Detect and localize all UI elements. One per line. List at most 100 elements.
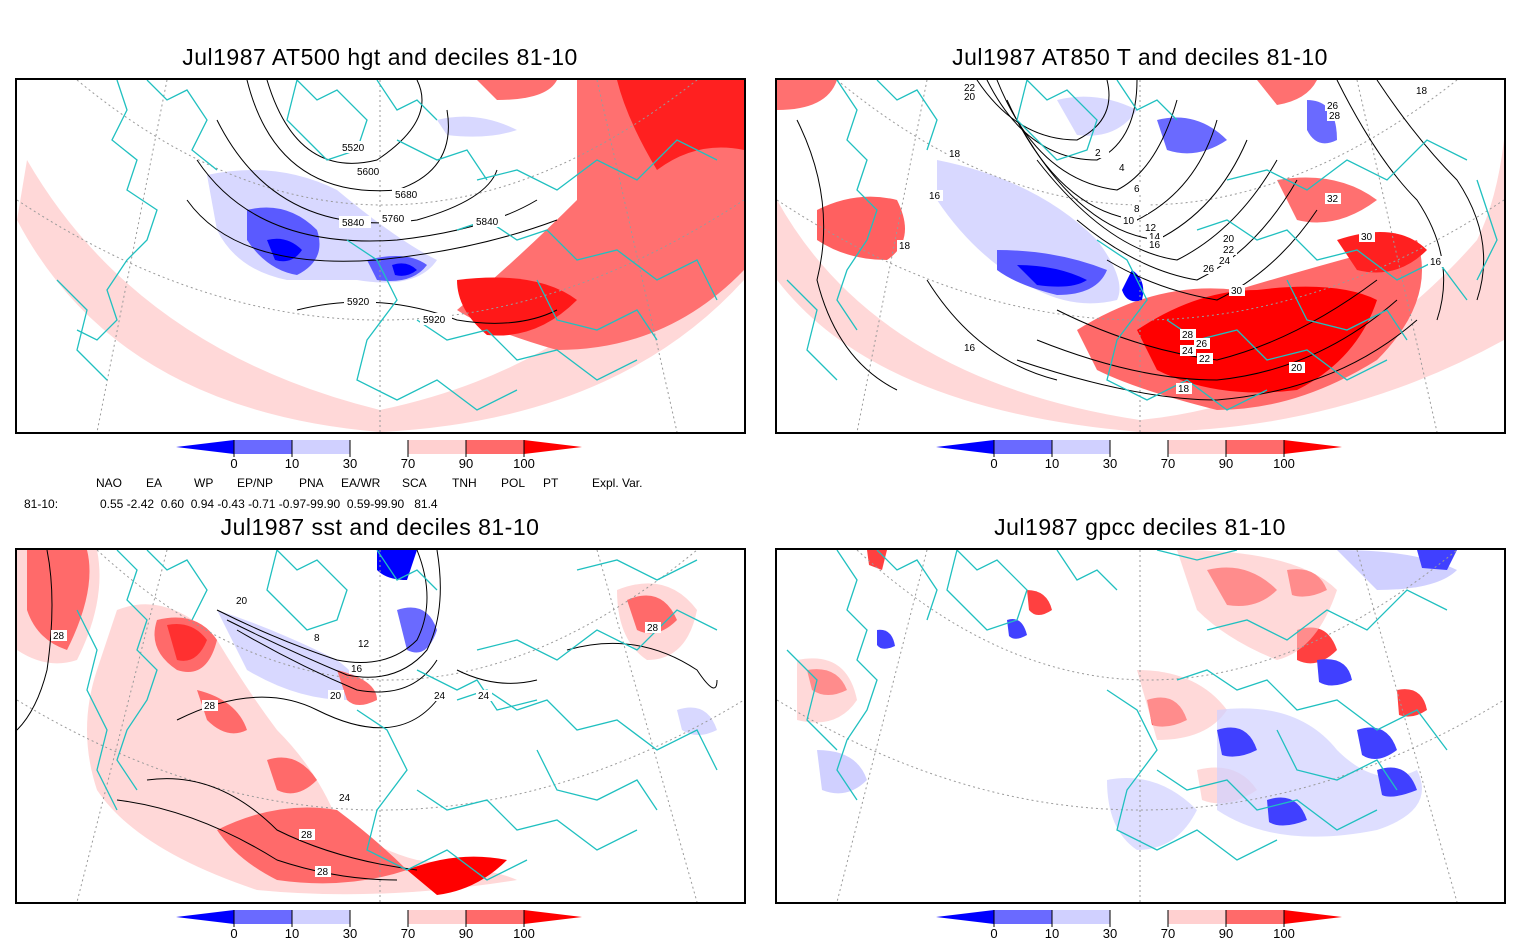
- panel-title-gpcc: Jul1987 gpcc deciles 81-10: [994, 514, 1286, 540]
- contour-label: 20: [1223, 234, 1235, 245]
- contour-label: 14: [1149, 232, 1161, 243]
- colorbar-swatch: [234, 910, 292, 924]
- contour-label: 24: [434, 691, 446, 702]
- index-header-nao: NAO: [96, 476, 123, 490]
- map-panel-hgt500: 5520 5600 5680 5760 5840 5840 5920 5920: [15, 78, 746, 434]
- map-canvas-sst: 28 20 8 12 16 20 24 24 28 24 28 28 28: [17, 550, 744, 902]
- contour-label: 24: [478, 691, 490, 702]
- colorbar-tick: 70: [1160, 456, 1176, 471]
- panel-title-t850: Jul1987 AT850 T and deciles 81-10: [952, 44, 1328, 70]
- colorbar-tick: 70: [400, 926, 416, 941]
- colorbar-arrow-high: [1284, 910, 1342, 924]
- colorbar-tick: 90: [1218, 456, 1234, 471]
- panel-title-hgt500: Jul1987 AT500 hgt and deciles 81-10: [182, 44, 578, 70]
- map-canvas-gpcc: [777, 550, 1504, 902]
- contour-label: 10: [1123, 216, 1135, 227]
- contour-label: 5920: [347, 297, 370, 308]
- map-canvas-hgt500: 5520 5600 5680 5760 5840 5840 5920 5920: [17, 80, 744, 432]
- index-header-tnh: TNH: [452, 476, 477, 490]
- colorbar-swatch: [1168, 910, 1226, 924]
- contour-label: 20: [964, 92, 976, 103]
- contour-label: 5600: [357, 167, 380, 178]
- index-header-eawr: EA/WR: [341, 476, 381, 490]
- colorbar-tick: 100: [513, 926, 535, 941]
- index-row-values: 0.55 -2.42 0.60 0.94 -0.43 -0.71 -0.97-9…: [100, 497, 438, 511]
- map-panel-gpcc: [775, 548, 1506, 904]
- colorbar-swatch: [1168, 440, 1226, 454]
- contour-label: 5840: [476, 217, 499, 228]
- colorbar-tick: 70: [400, 456, 416, 471]
- colorbar-arrow-low: [176, 910, 234, 924]
- colorbar-swatches: [176, 439, 582, 457]
- contour-label: 12: [358, 639, 370, 650]
- contour-label: 26: [1327, 101, 1339, 112]
- contour-label: 30: [1361, 232, 1373, 243]
- colorbar-swatch: [1109, 909, 1169, 925]
- colorbar-swatch: [408, 910, 466, 924]
- panel-title-sst: Jul1987 sst and deciles 81-10: [220, 514, 540, 540]
- colorbar-tick: 10: [1044, 456, 1060, 471]
- colorbar-tick: 10: [284, 456, 300, 471]
- contour-label: 26: [1203, 264, 1215, 275]
- index-header-pna: PNA: [299, 476, 324, 490]
- index-header-ea: EA: [146, 476, 163, 490]
- contour-label: 22: [964, 83, 976, 94]
- colorbar-tick: 90: [458, 926, 474, 941]
- contour-label: 5520: [342, 143, 365, 154]
- contour-label: 4: [1119, 163, 1125, 174]
- contour-label: 30: [1231, 286, 1243, 297]
- contour-label: 28: [1182, 330, 1194, 341]
- contour-label: 24: [339, 793, 351, 804]
- index-row-label: 81-10:: [24, 497, 59, 511]
- contour-label: 18: [949, 149, 961, 160]
- colorbar-tick: 100: [1273, 926, 1295, 941]
- colorbar-swatch: [408, 440, 466, 454]
- contour-label: 12: [1145, 223, 1157, 234]
- colorbar-tick: 70: [1160, 926, 1176, 941]
- colorbar-tick: 30: [1102, 456, 1118, 471]
- colorbar-arrow-low: [176, 440, 234, 454]
- colorbar-tick: 90: [1218, 926, 1234, 941]
- colorbar-tick: 0: [230, 926, 238, 941]
- colorbar-arrow-high: [524, 910, 582, 924]
- contour-label: 28: [317, 867, 329, 878]
- colorbar-tick: 10: [1044, 926, 1060, 941]
- contour-label: 32: [1327, 194, 1339, 205]
- colorbar-tick: 90: [458, 456, 474, 471]
- colorbar-swatch: [234, 440, 292, 454]
- contour-label: 16: [351, 664, 363, 675]
- contour-label: 8: [314, 633, 320, 644]
- contour-label: 5680: [395, 190, 418, 201]
- colorbar-swatches: [176, 909, 582, 927]
- colorbar-tick: 0: [990, 456, 998, 471]
- contour-label: 5840: [342, 218, 365, 229]
- colorbar-swatches: [936, 439, 1342, 457]
- index-header-expl-var: Expl. Var.: [592, 476, 643, 490]
- contour-label: 28: [1329, 111, 1341, 122]
- contour-label: 28: [647, 623, 659, 634]
- colorbar-tick: 30: [1102, 926, 1118, 941]
- colorbar-swatch: [466, 910, 524, 924]
- colorbar-tick: 0: [230, 456, 238, 471]
- colorbar-arrow-low: [936, 910, 994, 924]
- colorbar-arrow-low: [936, 440, 994, 454]
- contour-label: 22: [1199, 354, 1211, 365]
- colorbar-arrow-high: [524, 440, 582, 454]
- colorbar-swatch: [349, 909, 409, 925]
- contour-label: 20: [330, 691, 342, 702]
- colorbar-swatch: [1226, 910, 1284, 924]
- colorbar-tick: 30: [342, 456, 358, 471]
- map-canvas-t850: 22 20 18 16 16 18 2 4 6 8 10 12 14 16 20…: [777, 80, 1504, 432]
- contour-label: 20: [1291, 363, 1303, 374]
- contour-label: 16: [1149, 240, 1161, 251]
- colorbar-tick: 100: [513, 456, 535, 471]
- contour-label: 22: [1223, 245, 1235, 256]
- index-header-epnp: EP/NP: [237, 476, 274, 490]
- colorbar-tick: 30: [342, 926, 358, 941]
- colorbar-swatch: [292, 440, 350, 454]
- contour-label: 6: [1134, 184, 1140, 195]
- colorbar-swatch: [1109, 439, 1169, 455]
- index-header-wp: WP: [194, 476, 214, 490]
- contour-label: 16: [1430, 257, 1442, 268]
- colorbar-top-left: 0 10 30 70 90 100: [176, 438, 586, 478]
